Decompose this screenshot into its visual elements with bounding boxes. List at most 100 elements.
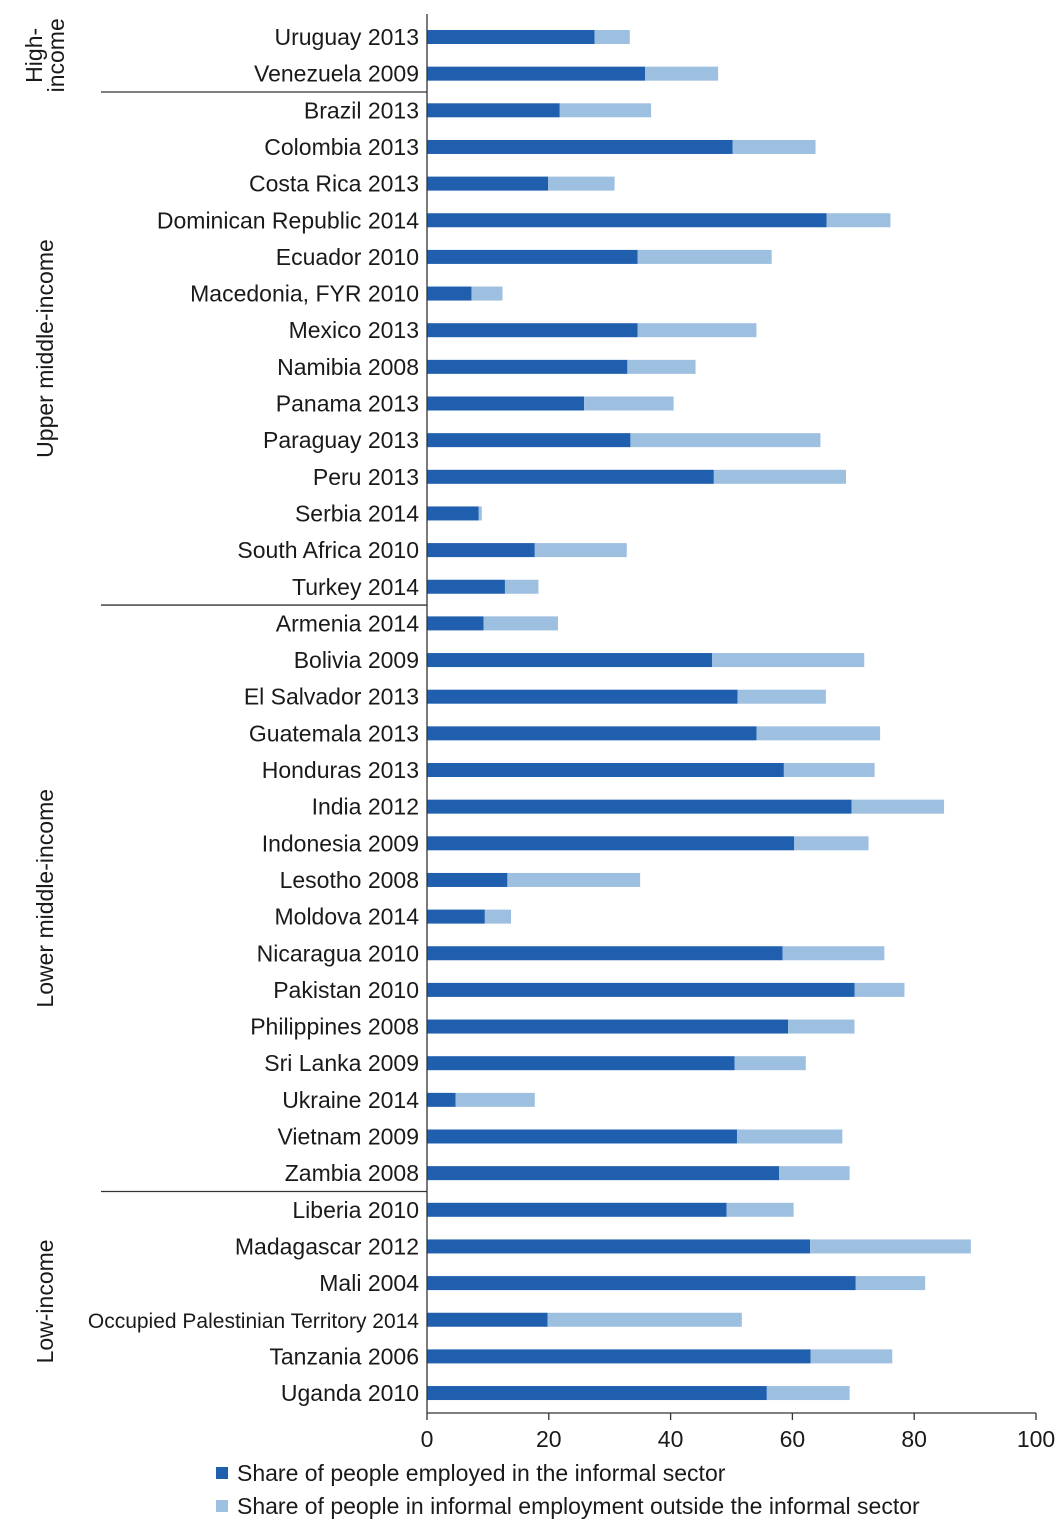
bar-outside-informal-sector-15 (504, 579, 539, 594)
bar-informal-sector-9 (427, 359, 628, 374)
bar-outside-informal-sector-10 (584, 396, 674, 411)
bar-informal-sector-32 (427, 1202, 727, 1217)
bar-informal-sector-27 (427, 1019, 789, 1034)
bar-informal-sector-6 (427, 249, 638, 264)
bar-outside-informal-sector-30 (736, 1129, 843, 1144)
bar-informal-sector-2 (427, 103, 560, 118)
bar-outside-informal-sector-27 (788, 1019, 855, 1034)
category-labels: Uruguay 2013 Venezuela 2009 Brazil 2013 Col… (88, 24, 419, 1406)
bar-outside-informal-sector-29 (455, 1092, 535, 1107)
bar-informal-sector-4 (427, 176, 549, 191)
category-label: Uganda 2010 (281, 1380, 419, 1406)
bar-outside-informal-sector-35 (547, 1312, 742, 1327)
bar-informal-sector-25 (427, 946, 783, 961)
bar-outside-informal-sector-2 (559, 103, 652, 118)
bar-outside-informal-sector-33 (810, 1239, 971, 1254)
bar-informal-sector-31 (427, 1166, 779, 1181)
category-label: Lesotho 2008 (280, 867, 419, 893)
x-tick-label: 0 (421, 1426, 434, 1452)
bar-informal-sector-26 (427, 982, 855, 997)
category-label: Philippines 2008 (250, 1014, 419, 1040)
bar-outside-informal-sector-22 (794, 836, 869, 851)
bar-informal-sector-7 (427, 286, 472, 301)
group-label-1: Upper middle-income (32, 239, 58, 458)
category-label: Venezuela 2009 (254, 61, 419, 87)
group-label-2: Lower middle-income (32, 789, 58, 1008)
category-label: Pakistan 2010 (273, 977, 419, 1003)
category-label: Colombia 2013 (264, 134, 419, 160)
bar-outside-informal-sector-36 (810, 1349, 893, 1364)
legend-label-0: Share of people employed in the informal… (237, 1460, 726, 1486)
category-label: Mali 2004 (319, 1270, 419, 1296)
bar-informal-sector-24 (427, 909, 485, 924)
bar-outside-informal-sector-9 (627, 359, 696, 374)
bar-outside-informal-sector-6 (637, 249, 772, 264)
bar-outside-informal-sector-16 (483, 616, 558, 631)
bar-outside-informal-sector-18 (737, 689, 826, 704)
bar-outside-informal-sector-1 (645, 66, 719, 81)
category-label: Macedonia, FYR 2010 (190, 281, 419, 307)
bar-outside-informal-sector-13 (478, 506, 482, 521)
category-label: Brazil 2013 (304, 97, 419, 123)
category-label: Nicaragua 2010 (257, 940, 419, 966)
bar-informal-sector-21 (427, 799, 852, 814)
legend-label-1: Share of people in informal employment o… (237, 1493, 920, 1519)
bar-informal-sector-29 (427, 1092, 456, 1107)
bar-informal-sector-1 (427, 66, 646, 81)
bar-outside-informal-sector-8 (637, 323, 757, 338)
bar-outside-informal-sector-37 (766, 1386, 850, 1401)
legend-swatch-1 (216, 1500, 228, 1512)
bar-outside-informal-sector-23 (507, 872, 641, 887)
category-label: Panama 2013 (276, 391, 419, 417)
bar-outside-informal-sector-25 (782, 946, 885, 961)
bar-outside-informal-sector-32 (726, 1202, 794, 1217)
bar-informal-sector-5 (427, 213, 827, 228)
category-label: El Salvador 2013 (244, 684, 419, 710)
category-label: Bolivia 2009 (294, 647, 419, 673)
bar-informal-sector-35 (427, 1312, 548, 1327)
category-label: Uruguay 2013 (275, 24, 420, 50)
bar-outside-informal-sector-24 (484, 909, 512, 924)
bar-outside-informal-sector-0 (594, 30, 630, 44)
bar-informal-sector-12 (427, 469, 714, 484)
bar-informal-sector-0 (427, 30, 595, 44)
bar-outside-informal-sector-17 (712, 653, 865, 668)
bar-informal-sector-33 (427, 1239, 811, 1254)
category-label: Ecuador 2010 (276, 244, 419, 270)
category-label: Dominican Republic 2014 (157, 207, 419, 233)
bar-informal-sector-34 (427, 1276, 856, 1291)
bar-outside-informal-sector-28 (734, 1056, 806, 1071)
bars-layer (427, 30, 971, 1401)
category-label: Guatemala 2013 (249, 720, 419, 746)
bar-outside-informal-sector-19 (756, 726, 881, 741)
group-labels: High-income Upper middle-income Lower midd… (21, 18, 69, 1363)
bar-outside-informal-sector-12 (713, 469, 846, 484)
bar-informal-sector-16 (427, 616, 484, 631)
group-label-0: High-income (21, 18, 69, 92)
category-label: Armenia 2014 (276, 610, 419, 636)
category-label: Zambia 2008 (285, 1160, 419, 1186)
bar-informal-sector-19 (427, 726, 757, 741)
category-label: Madagascar 2012 (235, 1233, 419, 1259)
legend-swatch-0 (216, 1467, 228, 1479)
x-tick-label: 100 (1017, 1426, 1055, 1452)
category-label: Paraguay 2013 (263, 427, 419, 453)
bar-outside-informal-sector-3 (732, 139, 816, 154)
bar-outside-informal-sector-4 (548, 176, 615, 191)
category-label: Indonesia 2009 (262, 830, 419, 856)
bar-outside-informal-sector-14 (534, 543, 627, 558)
bar-outside-informal-sector-11 (630, 433, 821, 448)
category-label: Tanzania 2006 (269, 1343, 419, 1369)
bar-outside-informal-sector-34 (855, 1276, 926, 1291)
bar-informal-sector-18 (427, 689, 738, 704)
category-label: Moldova 2014 (275, 904, 420, 930)
category-label: Occupied Palestinian Territory 2014 (88, 1310, 419, 1333)
bar-outside-informal-sector-5 (826, 213, 891, 228)
category-label: Peru 2013 (313, 464, 419, 490)
bar-informal-sector-8 (427, 323, 638, 338)
category-label: Ukraine 2014 (282, 1087, 419, 1113)
bar-informal-sector-3 (427, 139, 733, 154)
category-label: Mexico 2013 (289, 317, 419, 343)
bar-outside-informal-sector-20 (783, 763, 875, 777)
bar-informal-sector-37 (427, 1386, 767, 1401)
